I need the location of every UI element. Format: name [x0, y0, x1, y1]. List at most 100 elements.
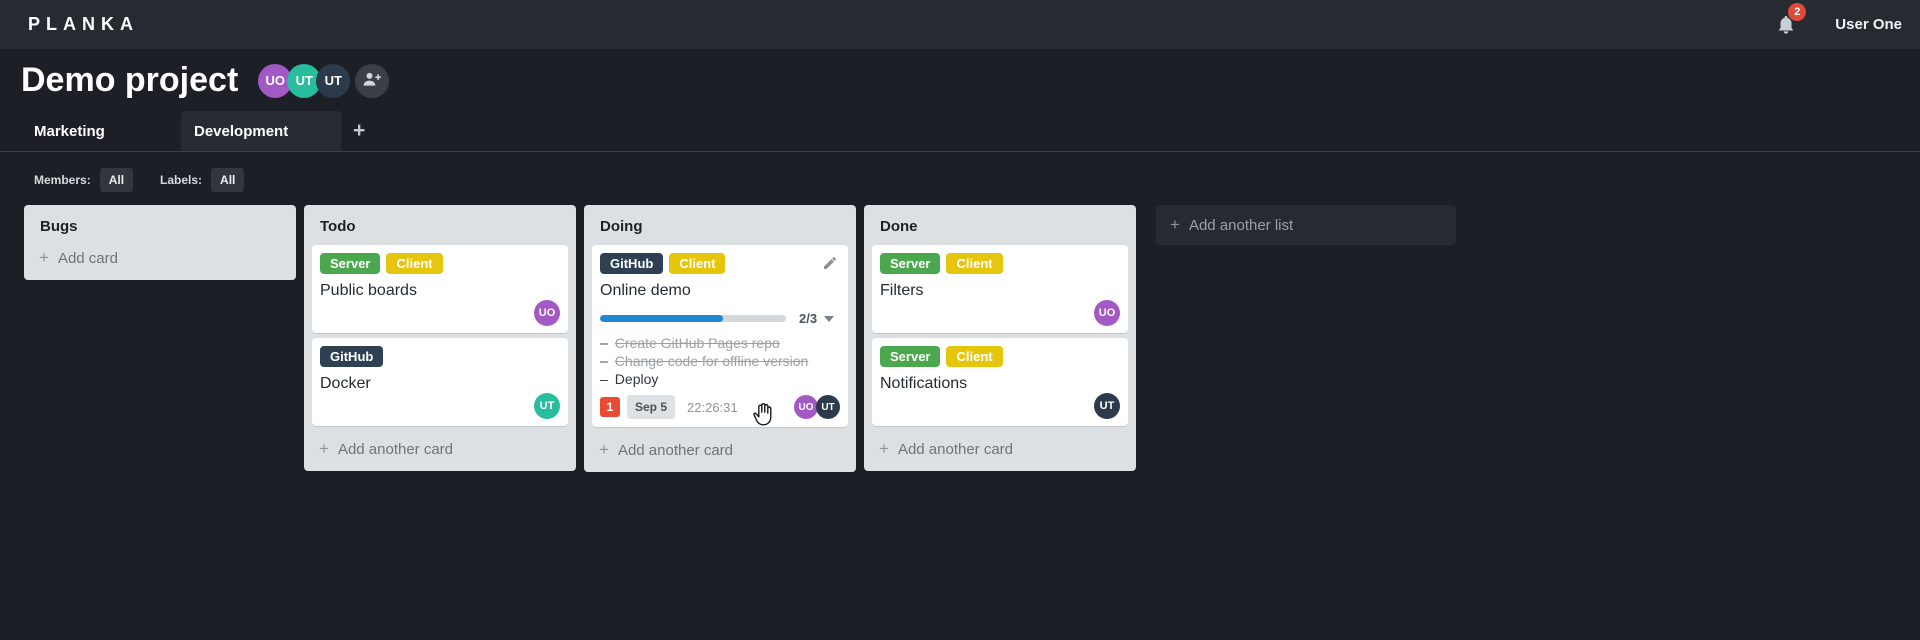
dash-icon: – [600, 353, 608, 369]
card-members: UO UT [794, 395, 840, 419]
card-notification-badge: 1 [600, 397, 620, 417]
pencil-icon [822, 257, 838, 274]
avatar[interactable]: UT [534, 393, 560, 419]
plus-icon: + [319, 439, 329, 458]
card-docker[interactable]: GitHub Docker UT [312, 338, 568, 426]
card-online-demo[interactable]: GitHub Client Online demo 2/3 [592, 245, 848, 427]
project-header: Demo project UO UT UT [0, 49, 1920, 103]
card-filters[interactable]: Server Client Filters UO [872, 245, 1128, 333]
card-notifications[interactable]: Server Client Notifications UT [872, 338, 1128, 426]
card-title: Public boards [320, 282, 417, 299]
task-text: Deploy [614, 371, 659, 387]
list-doing: Doing GitHub Client Online demo [584, 205, 856, 472]
notifications-button[interactable]: 2 [1775, 2, 1807, 37]
card-label: GitHub [600, 253, 664, 274]
list-title[interactable]: Bugs [40, 218, 78, 235]
task-text: Change code for offline version [614, 353, 809, 369]
avatar[interactable]: UO [794, 395, 818, 419]
edit-card-button[interactable] [822, 255, 838, 274]
add-card-button[interactable]: + Add another card [864, 426, 1136, 463]
tab-development[interactable]: Development [181, 111, 341, 151]
card-public-boards[interactable]: Server Client Public boards UO [312, 245, 568, 333]
tab-label: Marketing [34, 122, 105, 140]
card-label: Server [880, 346, 941, 367]
plus-icon: + [1170, 215, 1180, 234]
tab-label: Development [194, 122, 289, 140]
app-logo[interactable]: PLANKA [28, 14, 139, 34]
task-text: Create GitHub Pages repo [614, 335, 780, 351]
person-plus-icon [362, 70, 382, 91]
card-footer: 1 Sep 5 22:26:31 UO UT [600, 395, 840, 419]
dash-icon: – [600, 371, 608, 387]
labels-filter-value[interactable]: All [211, 167, 245, 192]
chevron-down-icon [824, 315, 835, 322]
tasks-progress[interactable]: 2/3 [600, 311, 840, 326]
plus-icon: + [599, 440, 609, 459]
add-card-label: Add another card [337, 440, 454, 458]
board: Bugs + Add card Todo Server Client Publi… [24, 205, 1920, 472]
add-list-label: Add another list [1188, 216, 1294, 234]
filter-bar: Members: All Labels: All [34, 167, 1920, 192]
add-board-button[interactable]: + [341, 111, 365, 151]
add-card-label: Add another card [617, 441, 734, 459]
card-label: Client [386, 253, 443, 274]
board-tabs-bar: Marketing Development + [0, 111, 1920, 152]
labels-filter-label: Labels: [160, 172, 203, 187]
plus-icon: + [353, 119, 366, 142]
card-title: Notifications [880, 375, 968, 392]
due-date-chip[interactable]: Sep 5 [627, 395, 676, 419]
tab-marketing[interactable]: Marketing [21, 111, 181, 151]
list-bugs: Bugs + Add card [24, 205, 296, 280]
avatar[interactable]: UO [258, 63, 293, 98]
stopwatch[interactable]: 22:26:31 [687, 399, 738, 415]
progress-bar [600, 315, 786, 322]
hand-cursor-icon [748, 398, 778, 435]
add-card-label: Add card [57, 249, 118, 267]
avatar[interactable]: UO [534, 300, 560, 326]
task-item[interactable]: – Change code for offline version [600, 352, 840, 370]
project-content: Demo project UO UT UT Marketing Developm… [0, 49, 1920, 640]
avatar[interactable]: UT [816, 395, 840, 419]
card-label: Client [946, 346, 1003, 367]
progress-fill [600, 315, 723, 322]
task-item[interactable]: – Create GitHub Pages repo [600, 334, 840, 352]
card-title: Filters [880, 282, 924, 299]
list-title[interactable]: Doing [600, 218, 643, 235]
card-label: GitHub [320, 346, 384, 367]
add-list-button[interactable]: + Add another list [1156, 205, 1456, 245]
task-item[interactable]: – Deploy [600, 370, 840, 388]
add-card-button[interactable]: + Add another card [304, 426, 576, 463]
add-card-button[interactable]: + Add another card [584, 427, 856, 464]
members-filter-label: Members: [34, 172, 91, 187]
bell-icon [1775, 15, 1797, 41]
current-user-menu[interactable]: User One [1835, 16, 1902, 33]
list-title[interactable]: Done [880, 218, 918, 235]
add-member-button[interactable] [355, 63, 390, 98]
list-title[interactable]: Todo [320, 218, 356, 235]
card-title: Online demo [600, 282, 691, 299]
card-label: Server [320, 253, 381, 274]
top-bar: PLANKA 2 User One [0, 0, 1920, 49]
progress-count: 2/3 [799, 311, 818, 326]
card-label: Client [669, 253, 726, 274]
project-members: UO UT UT [258, 63, 390, 98]
avatar[interactable]: UO [1094, 300, 1120, 326]
topbar-right: 2 User One [1775, 2, 1904, 37]
members-filter-value[interactable]: All [99, 167, 134, 192]
card-title: Docker [320, 375, 371, 392]
add-card-label: Add another card [897, 440, 1014, 458]
dash-icon: – [600, 335, 608, 351]
page-title[interactable]: Demo project [21, 61, 239, 99]
list-done: Done Server Client Filters UO Server Cli… [864, 205, 1136, 471]
avatar[interactable]: UT [1094, 393, 1120, 419]
add-card-button[interactable]: + Add card [24, 235, 296, 272]
card-label: Client [946, 253, 1003, 274]
list-todo: Todo Server Client Public boards UO GitH… [304, 205, 576, 471]
task-list: – Create GitHub Pages repo – Change code… [600, 334, 840, 388]
plus-icon: + [39, 248, 49, 267]
notification-count-badge: 2 [1788, 2, 1807, 21]
avatar[interactable]: UT [287, 63, 322, 98]
plus-icon: + [879, 439, 889, 458]
card-label: Server [880, 253, 941, 274]
avatar[interactable]: UT [316, 63, 351, 98]
